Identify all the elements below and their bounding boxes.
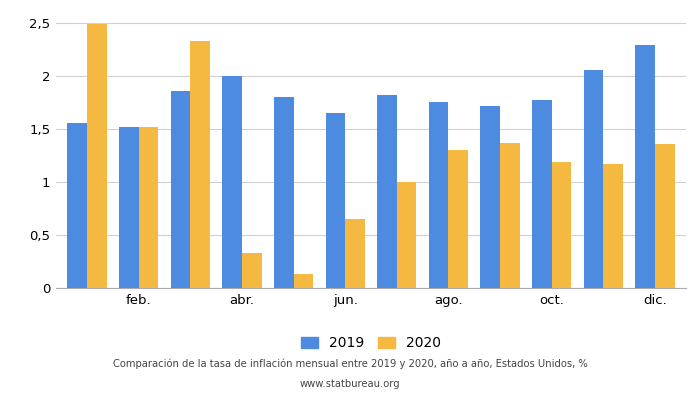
Bar (242, 253, 262, 288)
Bar (223, 76, 242, 288)
Bar (429, 102, 449, 288)
Text: www.statbureau.org: www.statbureau.org (300, 379, 400, 389)
Bar (480, 106, 500, 288)
Bar (326, 113, 345, 288)
Bar (603, 164, 623, 288)
Bar (293, 274, 313, 288)
Bar (449, 150, 468, 288)
Bar (636, 45, 655, 288)
Bar (377, 95, 397, 288)
Legend: 2019, 2020: 2019, 2020 (301, 336, 441, 350)
Bar (190, 41, 210, 288)
Bar (532, 100, 552, 288)
Bar (552, 162, 571, 288)
Bar (584, 70, 603, 288)
Bar (274, 97, 293, 288)
Bar (139, 127, 158, 288)
Bar (171, 90, 190, 288)
Bar (119, 127, 139, 288)
Bar (87, 24, 106, 288)
Bar (397, 182, 416, 288)
Bar (67, 124, 87, 288)
Text: Comparación de la tasa de inflación mensual entre 2019 y 2020, año a año, Estado: Comparación de la tasa de inflación mens… (113, 359, 587, 369)
Bar (345, 219, 365, 288)
Bar (655, 144, 675, 288)
Bar (500, 142, 519, 288)
